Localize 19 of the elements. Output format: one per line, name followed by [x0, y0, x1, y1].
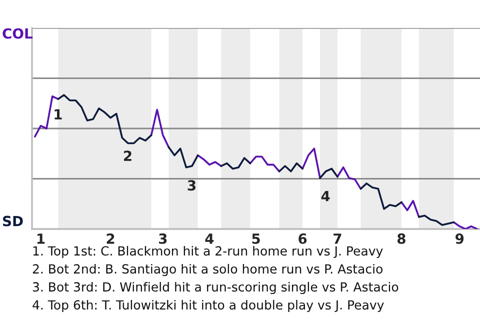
text: COL	[2, 28, 32, 39]
text: 2. Bot 2nd: B. Santiago hit a solo home run vs P. Astacio	[32, 264, 382, 276]
x-tick-label: 8	[397, 233, 406, 244]
annotation: 4	[321, 191, 330, 202]
x-tick-label: 9	[456, 233, 464, 244]
x-tick-label: 4	[205, 234, 214, 244]
x-tick-label: 3	[159, 233, 167, 244]
text: 1. Top 1st: C. Blackmon hit a 2-run home run vs J. Peavy	[33, 246, 383, 258]
text: 4. Top 6th: T. Tulowitzki hit into a double play vs J. Peavy	[32, 300, 384, 312]
x-tick-label: 2	[106, 233, 114, 244]
text: 3. Bot 3rd: D. Winfield hit a run-scoring single vs P. Astacio	[32, 282, 398, 294]
annotation: 3	[188, 180, 196, 191]
annotation: 2	[124, 150, 132, 161]
x-tick-label: 6	[298, 233, 307, 244]
x-tick-label: 1	[37, 234, 45, 244]
x-tick-label: 7	[334, 234, 342, 244]
annotation: 1	[54, 109, 62, 120]
x-tick-label: 5	[252, 234, 260, 244]
text: SD	[2, 216, 23, 226]
